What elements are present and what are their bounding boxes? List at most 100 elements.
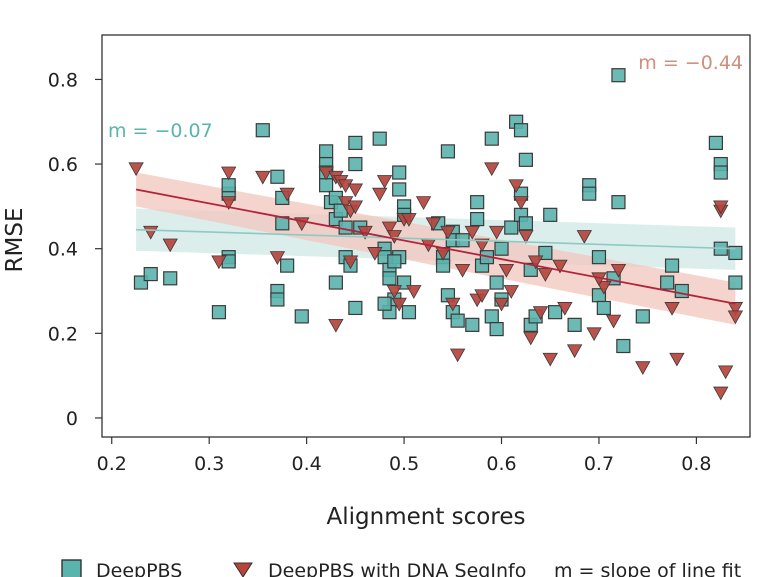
data-point-square: [163, 271, 178, 286]
data-point-triangle: [381, 221, 398, 236]
data-point-triangle: [474, 289, 490, 304]
data-point-square: [582, 186, 597, 201]
fit-lines: [135, 188, 736, 305]
data-point-triangle: [401, 213, 417, 227]
data-point-triangle: [586, 327, 602, 342]
data-point-square: [319, 144, 334, 159]
data-point-square: [465, 317, 480, 332]
data-point-square: [484, 309, 499, 324]
legend-square-icon: [61, 559, 82, 577]
y-tick-label: 0.6: [48, 154, 78, 176]
data-point-square: [728, 275, 743, 290]
legend-label-deeppbs: DeepPBS: [96, 560, 182, 577]
data-point-square: [660, 275, 675, 290]
data-point-square: [513, 123, 529, 138]
data-point-square: [596, 300, 611, 316]
deeppbs-points: [133, 68, 743, 354]
data-point-triangle: [406, 285, 422, 299]
data-point-triangle: [279, 187, 295, 202]
data-point-triangle: [498, 263, 515, 278]
data-point-triangle: [493, 297, 510, 312]
data-point-triangle: [211, 255, 227, 270]
data-point-square: [392, 182, 407, 197]
data-point-square: [518, 216, 533, 231]
fit-line: [135, 188, 736, 305]
data-point-square: [372, 131, 387, 146]
data-point-square: [377, 296, 392, 311]
data-point-square: [387, 254, 402, 269]
data-point-triangle: [727, 302, 744, 316]
data-point-triangle: [376, 175, 393, 189]
data-point-square: [489, 275, 504, 290]
data-point-square: [450, 313, 465, 328]
data-point-square: [611, 68, 626, 83]
legend-label-seqinfo: DeepPBS with DNA SeqInfo: [268, 560, 526, 577]
data-point-triangle: [727, 310, 744, 325]
data-point-square: [435, 258, 451, 273]
slope-annotation-deeppbs: m = −0.07: [108, 120, 213, 142]
data-point-triangle: [717, 365, 734, 380]
data-point-square: [382, 271, 397, 286]
data-point-triangle: [386, 230, 403, 244]
data-point-triangle: [532, 306, 549, 320]
data-point-square: [674, 283, 689, 299]
x-tick-label: 0.2: [97, 453, 127, 475]
data-point-square: [567, 317, 582, 332]
data-point-square: [440, 144, 456, 159]
data-point-triangle: [445, 297, 461, 312]
data-point-triangle: [664, 302, 680, 316]
data-point-square: [611, 195, 626, 210]
data-point-square: [392, 165, 407, 180]
y-axis-label: RMSE: [2, 208, 28, 273]
data-point-square: [518, 152, 533, 167]
y-axis-ticks: 0 0.2 0.4 0.6 0.8: [48, 69, 102, 430]
x-tick-label: 0.3: [194, 453, 224, 475]
data-point-square: [713, 165, 728, 180]
x-tick-label: 0.6: [486, 453, 516, 475]
data-point-triangle: [415, 196, 432, 210]
data-point-square: [255, 123, 270, 138]
data-point-triangle: [713, 200, 729, 215]
y-tick-label: 0.4: [48, 239, 78, 261]
data-point-triangle: [386, 285, 403, 299]
data-point-triangle: [596, 280, 612, 295]
data-point-triangle: [513, 196, 529, 210]
fit-line: [136, 228, 736, 250]
data-point-triangle: [527, 255, 544, 270]
data-point-triangle: [347, 200, 364, 215]
data-point-square: [294, 309, 309, 324]
data-point-square: [494, 241, 509, 256]
data-point-square: [504, 220, 519, 235]
data-point-square: [401, 305, 417, 320]
data-point-square: [523, 262, 538, 277]
data-point-square: [489, 321, 504, 337]
data-point-square: [616, 338, 631, 354]
data-point-square: [548, 305, 563, 320]
x-axis-ticks: 0.2 0.3 0.4 0.5 0.6 0.7 0.8: [97, 437, 712, 475]
y-tick-label: 0.8: [48, 69, 78, 91]
data-point-triangle: [128, 162, 144, 177]
data-point-triangle: [484, 162, 500, 177]
data-point-triangle: [542, 352, 558, 367]
data-point-square: [348, 135, 363, 151]
data-point-square: [591, 250, 607, 265]
data-point-triangle: [523, 331, 539, 346]
data-point-triangle: [255, 170, 271, 185]
data-point-square: [270, 292, 285, 307]
data-point-square: [664, 258, 680, 273]
data-point-triangle: [537, 268, 554, 282]
data-point-triangle: [347, 183, 364, 198]
confidence-band: [136, 172, 736, 325]
x-axis-label: Alignment scores: [327, 504, 526, 530]
slope-annotation-seqinfo: m = −0.44: [638, 52, 743, 74]
data-point-triangle: [440, 225, 456, 240]
data-point-triangle: [576, 230, 593, 244]
x-tick-label: 0.8: [681, 453, 711, 475]
data-point-square: [143, 266, 158, 282]
data-point-square: [280, 258, 295, 273]
data-point-triangle: [713, 386, 729, 401]
data-point-triangle: [269, 251, 286, 265]
data-point-square: [470, 195, 485, 210]
data-point-triangle: [162, 238, 178, 253]
